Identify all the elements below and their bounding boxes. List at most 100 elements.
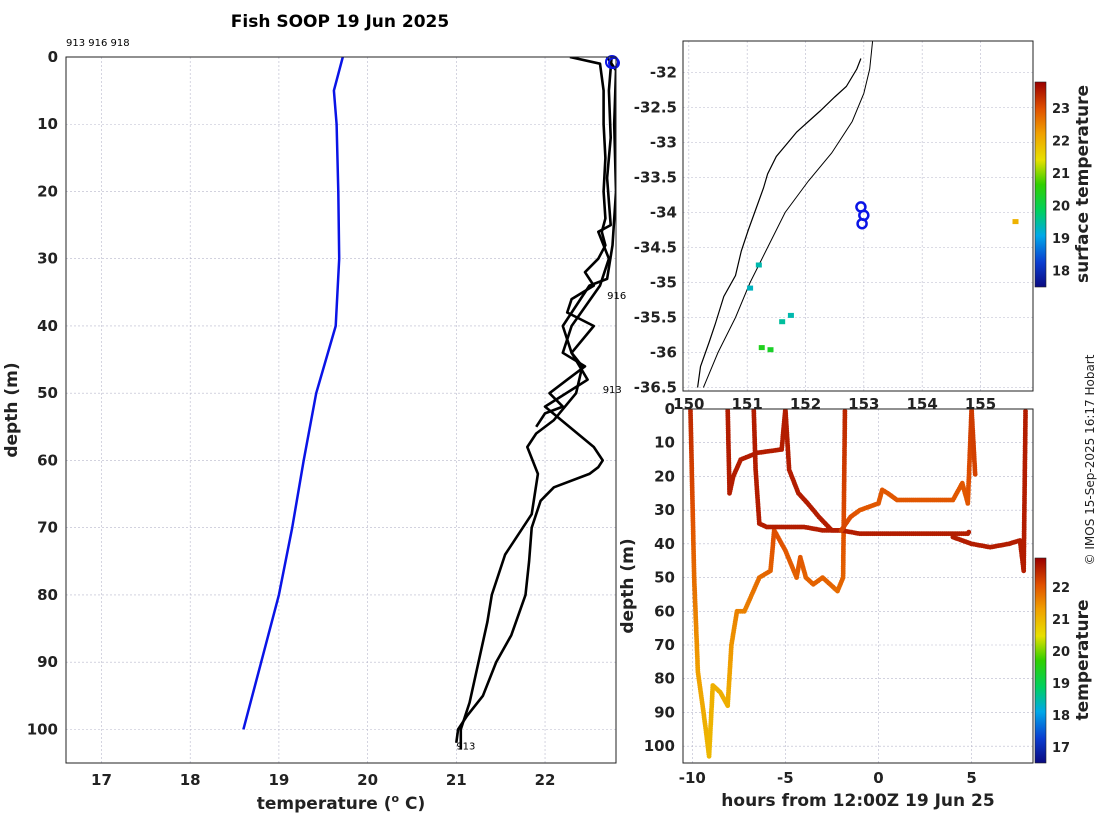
map-y-tick-label: -33 <box>650 134 677 152</box>
depth-time-colorbar-label: temperature <box>1073 599 1093 720</box>
sst-point <box>1012 219 1019 225</box>
profile-y-tick-label: 10 <box>37 115 58 133</box>
xlabel-superscript: o <box>392 792 400 805</box>
profile-y-tick-label: 90 <box>37 653 58 671</box>
depth-time-x-tick-label: -5 <box>777 769 794 787</box>
profile-y-tick-label: 40 <box>37 317 58 335</box>
profile-y-tick-label: 20 <box>37 182 58 200</box>
depth-time-y-tick-label: 70 <box>654 636 675 654</box>
profile-y-axis-label: depth (m) <box>2 362 22 457</box>
depth-time-y-axis-label: depth (m) <box>618 538 638 633</box>
depth-time-points <box>688 409 1028 759</box>
map-y-tick-label: -36 <box>650 344 677 362</box>
map-grid <box>683 41 1033 391</box>
depth-time-x-tick-label: 0 <box>873 769 883 787</box>
shelf-contour <box>702 41 874 388</box>
profile-annotations: 913 913 916 <box>456 291 626 752</box>
depth-time-colorbar <box>1034 557 1047 764</box>
map-colorbar-tick-label: 20 <box>1052 200 1070 215</box>
map-y-tick-label: -35 <box>650 274 677 292</box>
profile-y-tick-label: 80 <box>37 586 58 604</box>
depth-time-y-tick-label: 60 <box>654 602 675 620</box>
surface-marker <box>605 55 620 69</box>
map-x-tick-label: 152 <box>790 395 821 413</box>
map-colorbar-tick-label: 23 <box>1052 102 1070 117</box>
profile-annotation: 913 <box>603 385 622 396</box>
chart-title: Fish SOOP 19 Jun 2025 <box>231 12 449 32</box>
profile-x-tick-label: 17 <box>91 771 112 789</box>
profile-series-line <box>242 57 345 730</box>
profile-y-tick-label: 100 <box>27 720 58 738</box>
sst-point <box>747 285 754 291</box>
map-y-tick-label: -33.5 <box>634 169 677 187</box>
profile-y-ticks: 0 10 20 30 40 50 60 70 80 90 100 <box>27 48 58 738</box>
profile-y-tick-label: 70 <box>37 519 58 537</box>
depth-time-x-ticks: -10 -5 0 5 <box>679 769 977 787</box>
profile-y-tick-label: 50 <box>37 384 58 402</box>
map-frame <box>682 40 1034 392</box>
map-colorbar-tick-label: 21 <box>1052 167 1070 182</box>
depth-time-colorbar-tick-label: 21 <box>1052 613 1070 628</box>
depth-time-y-tick-label: 90 <box>654 703 675 721</box>
map-y-tick-label: -32 <box>650 64 677 82</box>
coastline <box>697 58 862 388</box>
map-colorbar-tick-label: 19 <box>1052 232 1070 247</box>
profile-series-line <box>459 57 616 750</box>
map-colorbar-label: surface temperature <box>1073 85 1093 283</box>
profile-x-ticks: 17 18 19 20 21 22 <box>91 771 555 789</box>
map-x-tick-label: 154 <box>907 395 938 413</box>
profile-series-line <box>535 57 613 428</box>
map-y-ticks: -32 -32.5 -33 -33.5 -34 -34.5 -35 -35.5 -36 -36.5 <box>634 64 677 397</box>
xlabel-tail: C) <box>399 794 425 814</box>
depth-time-y-tick-label: 20 <box>654 467 675 485</box>
map-colorbar-tick-label: 22 <box>1052 135 1070 150</box>
profile-x-tick-label: 21 <box>446 771 467 789</box>
profile-series-line <box>455 57 607 743</box>
depth-time-y-tick-label: 50 <box>654 569 675 587</box>
depth-time-colorbar-ticks: 17 18 19 20 21 22 <box>1052 581 1070 756</box>
profile-x-tick-label: 20 <box>357 771 378 789</box>
profile-x-tick-label: 18 <box>180 771 201 789</box>
map-y-tick-label: -32.5 <box>634 99 677 117</box>
station-marker <box>856 217 868 230</box>
depth-time-y-ticks: 0 10 20 30 40 50 60 70 80 90 100 <box>644 400 675 755</box>
map-y-tick-label: -36.5 <box>634 379 677 397</box>
depth-time-y-tick-label: 80 <box>654 670 675 688</box>
depth-time-x-tick-label: 5 <box>966 769 976 787</box>
map-panel: 150 151 152 153 154 155 -32-32.5-33-33.5-34-3… <box>634 40 1093 413</box>
depth-time-colorbar-tick-label: 22 <box>1052 581 1070 596</box>
profile-annotation: 916 <box>607 291 626 302</box>
depth-time-point <box>1023 409 1028 414</box>
depth-time-grid <box>683 408 1033 763</box>
depth-time-point <box>966 529 972 535</box>
profile-frame <box>65 56 617 764</box>
map-colorbar-tick-label: 18 <box>1052 265 1070 280</box>
depth-time-y-tick-label: 30 <box>654 501 675 519</box>
map-x-tick-label: 151 <box>732 395 763 413</box>
surface-circle-2 <box>608 57 620 69</box>
sst-point <box>755 262 762 268</box>
map-colorbar-ticks: 18 19 20 21 22 23 <box>1052 102 1070 280</box>
map-y-tick-label: -34.5 <box>634 239 677 257</box>
profile-id-list: 913 916 918 <box>66 38 130 49</box>
profile-x-axis-label: temperature (o C) <box>257 792 426 814</box>
sst-point <box>758 345 765 351</box>
map-content <box>697 41 1019 388</box>
depth-time-panel: -10 -5 0 5 0 10 20 30 40 50 60 70 80 90 100 17 18 19 20 2… <box>618 400 1093 811</box>
sst-point <box>787 312 794 318</box>
depth-time-y-tick-label: 100 <box>644 737 675 755</box>
profile-y-tick-label: 30 <box>37 250 58 268</box>
credit-text: © IMOS 15-Sep-2025 16:17 Hobart <box>1083 354 1097 565</box>
depth-time-y-tick-label: 40 <box>654 535 675 553</box>
map-colorbar <box>1034 81 1047 288</box>
xlabel-base: temperature ( <box>257 794 392 814</box>
map-y-tick-label: -35.5 <box>634 309 677 327</box>
map-x-tick-label: 153 <box>848 395 879 413</box>
profile-lines <box>242 57 616 750</box>
depth-time-y-tick-label: 0 <box>665 400 675 418</box>
map-y-tick-label: -34 <box>650 204 677 222</box>
depth-time-colorbar-tick-label: 19 <box>1052 677 1070 692</box>
depth-time-x-tick-label: -10 <box>679 769 706 787</box>
